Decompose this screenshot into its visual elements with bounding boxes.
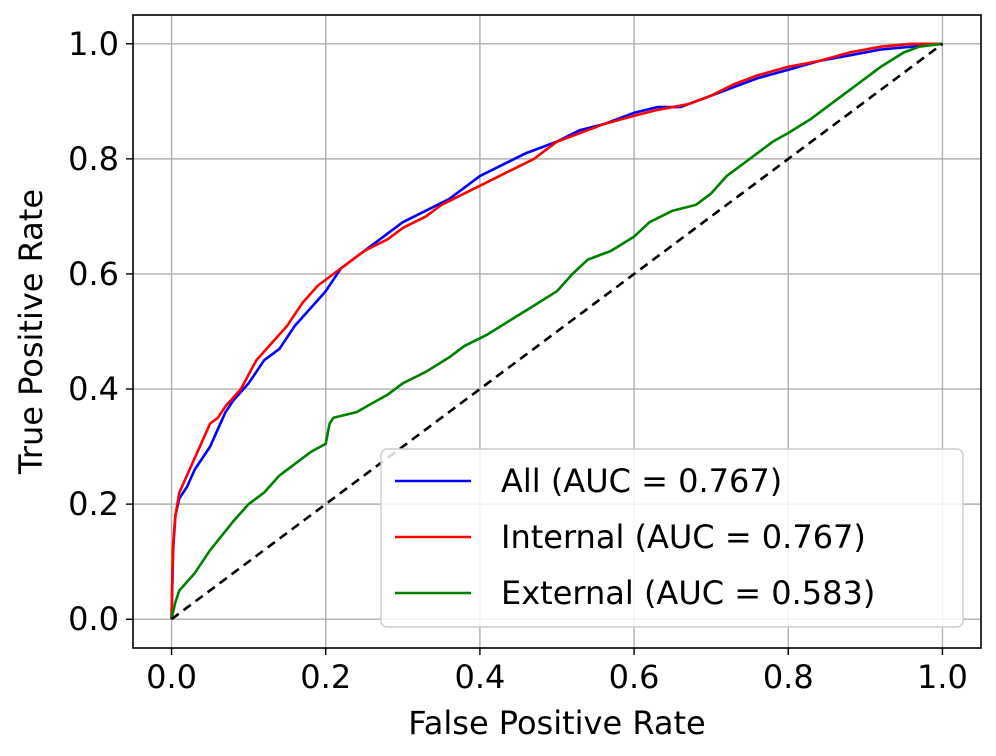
x-tick-label-5: 1.0 (917, 658, 968, 696)
y-tick-label-1: 0.2 (68, 485, 119, 523)
y-axis-label: True Positive Rate (12, 189, 50, 475)
x-tick-label-4: 0.8 (763, 658, 814, 696)
series-line-2 (170, 42, 943, 620)
axis-ticks: 0.0 0.2 0.4 0.6 0.8 1.0 0.0 0.2 0.4 0.6 0.8 1.0 (68, 25, 968, 696)
legend-entry-0: All (AUC = 0.767) (501, 462, 782, 500)
y-tick-label-4: 0.8 (68, 140, 119, 178)
x-tick-label-1: 0.2 (300, 658, 351, 696)
y-tick-label-5: 1.0 (68, 25, 119, 63)
series-line-1 (170, 42, 943, 620)
plot-frame (132, 14, 982, 649)
y-tick-label-3: 0.6 (68, 255, 119, 293)
x-tick-label-0: 0.0 (146, 658, 197, 696)
x-tick-label-2: 0.4 (454, 658, 505, 696)
legend: All (AUC = 0.767) Internal (AUC = 0.767) E… (380, 448, 964, 628)
series-lines (170, 42, 944, 621)
legend-entry-1: Internal (AUC = 0.767) (501, 518, 866, 556)
chance-diagonal-line (170, 42, 944, 621)
x-axis-label: False Positive Rate (408, 704, 705, 742)
grid (133, 15, 981, 648)
series-line-0 (170, 42, 943, 620)
legend-entry-2: External (AUC = 0.583) (501, 574, 875, 612)
legend-box (380, 448, 964, 628)
y-tick-label-0: 0.0 (68, 600, 119, 638)
x-tick-label-3: 0.6 (609, 658, 660, 696)
y-tick-label-2: 0.4 (68, 370, 119, 408)
